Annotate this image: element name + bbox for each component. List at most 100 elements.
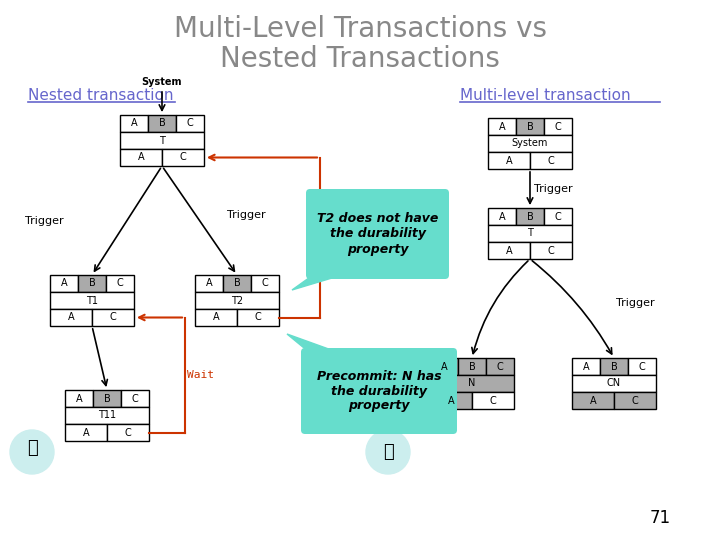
Text: A: A <box>68 313 74 322</box>
Text: Trigger: Trigger <box>25 215 64 226</box>
Text: A: A <box>441 361 447 372</box>
Text: System: System <box>512 138 548 149</box>
Text: B: B <box>89 279 95 288</box>
Text: C: C <box>109 313 117 322</box>
Bar <box>544 208 572 225</box>
Text: T: T <box>527 228 533 239</box>
Bar <box>162 149 204 166</box>
Bar <box>78 275 106 292</box>
Text: A: A <box>76 394 82 403</box>
Bar <box>195 275 223 292</box>
Text: B: B <box>233 279 240 288</box>
Text: Wait: Wait <box>323 218 350 227</box>
Text: A: A <box>60 279 67 288</box>
Text: T2: T2 <box>231 295 243 306</box>
Text: B: B <box>158 118 166 129</box>
Text: A: A <box>83 428 89 437</box>
Text: B: B <box>611 361 617 372</box>
Text: A: A <box>590 395 596 406</box>
Bar <box>223 275 251 292</box>
Bar <box>237 309 279 326</box>
Text: C: C <box>132 394 138 403</box>
Bar <box>628 358 656 375</box>
Bar <box>486 358 514 375</box>
Bar <box>50 275 78 292</box>
Text: Trigger: Trigger <box>534 184 572 193</box>
Bar <box>572 358 600 375</box>
Bar <box>195 309 237 326</box>
Bar <box>488 152 530 169</box>
Bar <box>544 118 572 135</box>
Text: N: N <box>468 379 476 388</box>
Bar <box>572 375 656 392</box>
Polygon shape <box>292 270 342 290</box>
Bar <box>65 390 93 407</box>
Bar <box>120 132 204 149</box>
Text: Wait: Wait <box>187 370 214 380</box>
Text: C: C <box>548 156 554 165</box>
Text: T: T <box>159 136 165 145</box>
Bar <box>106 275 134 292</box>
Text: B: B <box>469 361 475 372</box>
FancyBboxPatch shape <box>306 189 449 279</box>
Text: A: A <box>505 156 513 165</box>
Text: A: A <box>499 122 505 132</box>
Text: C: C <box>639 361 645 372</box>
Bar <box>50 292 134 309</box>
Bar <box>121 390 149 407</box>
Text: Nested transaction: Nested transaction <box>28 88 174 103</box>
Bar <box>65 407 149 424</box>
Text: CN: CN <box>607 379 621 388</box>
Text: C: C <box>117 279 123 288</box>
Text: C: C <box>490 395 496 406</box>
Text: C: C <box>261 279 269 288</box>
Text: C: C <box>186 118 194 129</box>
Text: C: C <box>554 212 562 221</box>
Bar <box>195 292 279 309</box>
Text: C: C <box>497 361 503 372</box>
Bar <box>488 135 572 152</box>
Text: 🎥: 🎥 <box>27 439 37 457</box>
Text: A: A <box>212 313 220 322</box>
Text: C: C <box>125 428 131 437</box>
Bar <box>107 424 149 441</box>
Text: A: A <box>138 152 144 163</box>
Bar <box>458 358 486 375</box>
FancyBboxPatch shape <box>301 348 457 434</box>
Text: A: A <box>448 395 454 406</box>
Polygon shape <box>287 334 337 357</box>
Bar <box>430 358 458 375</box>
Bar <box>93 390 121 407</box>
Text: Trigger: Trigger <box>227 211 266 220</box>
Bar <box>430 392 472 409</box>
Text: System: System <box>142 77 182 87</box>
Text: T1: T1 <box>86 295 98 306</box>
Text: C: C <box>554 122 562 132</box>
Bar <box>600 358 628 375</box>
Text: A: A <box>582 361 589 372</box>
Text: B: B <box>526 212 534 221</box>
Bar <box>516 208 544 225</box>
Text: A: A <box>131 118 138 129</box>
Bar <box>488 118 516 135</box>
Bar <box>430 375 514 392</box>
Bar <box>120 149 162 166</box>
Text: 🤯: 🤯 <box>382 443 393 461</box>
Bar <box>148 115 176 132</box>
Text: A: A <box>505 246 513 255</box>
Text: Nested Transactions: Nested Transactions <box>220 45 500 73</box>
Bar <box>92 309 134 326</box>
Text: Multi-level transaction: Multi-level transaction <box>460 88 631 103</box>
Text: A: A <box>499 212 505 221</box>
Text: A: A <box>206 279 212 288</box>
Bar <box>488 208 516 225</box>
Text: T11: T11 <box>98 410 116 421</box>
Bar <box>50 309 92 326</box>
Bar <box>488 225 572 242</box>
Text: C: C <box>179 152 186 163</box>
Bar <box>614 392 656 409</box>
Bar <box>251 275 279 292</box>
Bar <box>65 424 107 441</box>
Text: C: C <box>631 395 639 406</box>
Text: B: B <box>526 122 534 132</box>
